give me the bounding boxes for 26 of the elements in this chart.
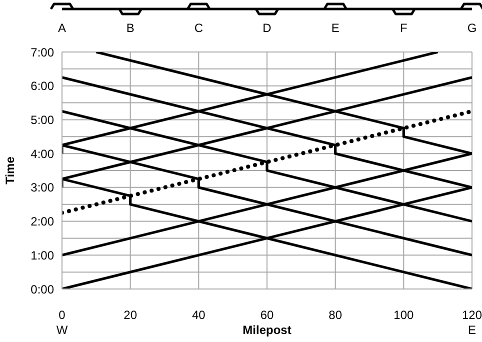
x-tick-label: 100 [394, 308, 414, 322]
y-tick-label: 2:00 [30, 214, 54, 229]
text: G [467, 21, 477, 35]
text: W [56, 323, 68, 337]
x-tick-label: 40 [192, 308, 206, 322]
x-axis-title: Milepost [242, 323, 292, 337]
y-tick-label: 7:00 [30, 45, 54, 60]
x-tick-label: 120 [462, 308, 482, 322]
text: E [331, 21, 340, 35]
x-tick-label: 60 [260, 308, 274, 322]
text: D [262, 21, 272, 35]
text: A [58, 21, 66, 35]
y-tick-label: 1:00 [30, 248, 54, 262]
x-tick-label: 0 [58, 308, 66, 322]
y-tick-label: 5:00 [30, 112, 54, 127]
text: E [468, 323, 476, 337]
y-axis-title: Time [3, 156, 17, 184]
y-tick-label: 0:00 [30, 282, 54, 296]
y-tick-label: 3:00 [30, 180, 54, 195]
x-tick-label: 20 [124, 308, 138, 322]
text: F [400, 21, 408, 35]
y-tick-label: 6:00 [30, 79, 54, 94]
text: C [194, 21, 204, 35]
y-tick-label: 4:00 [30, 146, 54, 161]
x-tick-label: 80 [328, 308, 342, 322]
text: B [126, 21, 134, 35]
